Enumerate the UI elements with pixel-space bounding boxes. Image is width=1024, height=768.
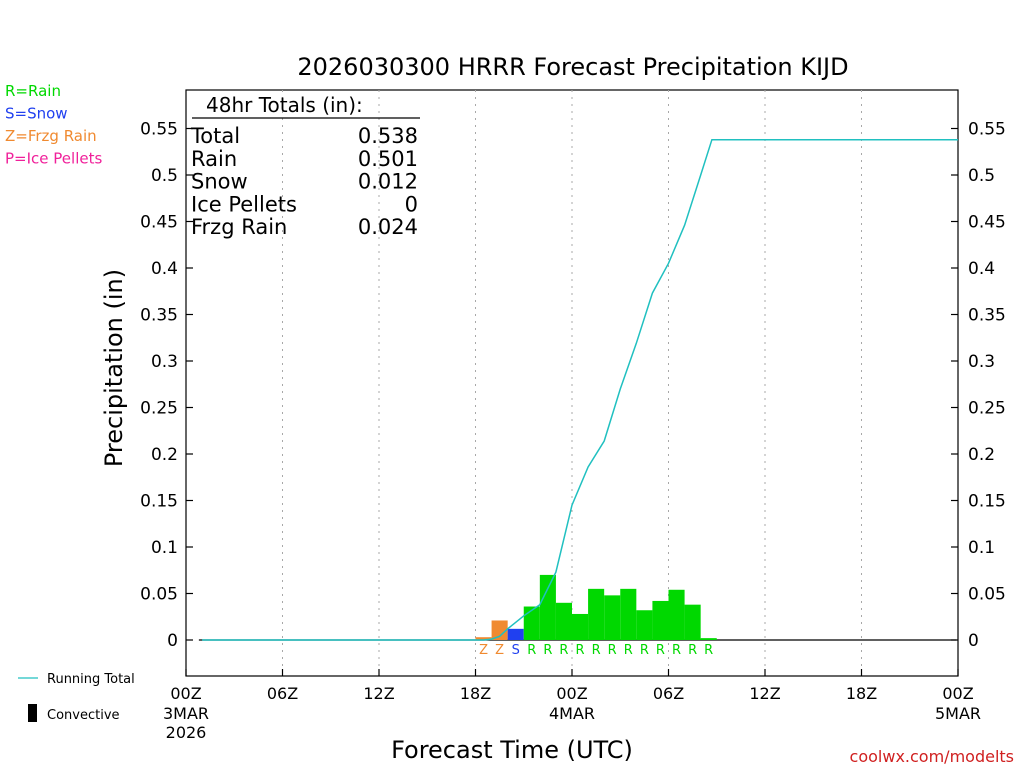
- precip-bar: [475, 637, 492, 640]
- running-total-legend-label: Running Total: [47, 672, 135, 687]
- totals-row-label: Rain: [191, 147, 237, 171]
- y-tick-label-right: 0.5: [968, 166, 995, 186]
- y-tick-label-left: 0.5: [151, 166, 178, 186]
- precip-type-letter: R: [704, 643, 713, 658]
- x-tick-label: 12Z: [363, 684, 394, 703]
- y-axis-right: 0 0.05 0.1 0.15 0.2 0.25 0.3 0.35 0.4 0.45 0.5 0.55: [951, 120, 1006, 651]
- y-tick-label-left: 0.35: [140, 306, 178, 326]
- precip-bar: [652, 600, 669, 640]
- y-tick-label-right: 0.55: [968, 120, 1006, 140]
- y-tick-label-right: 0.25: [968, 399, 1006, 419]
- x-tick-label: 00Z: [942, 684, 973, 703]
- y-tick-label-left: 0.45: [140, 213, 178, 233]
- y-tick-label-left: 0.15: [140, 492, 178, 512]
- running-total-line: [202, 138, 958, 641]
- precip-bar: [620, 588, 637, 640]
- type-legend-entry: Z=Frzg Rain: [5, 127, 97, 145]
- totals-row-label: Snow: [191, 170, 248, 194]
- precip-type-letter: R: [624, 643, 633, 658]
- y-tick-label-left: 0.2: [151, 445, 178, 465]
- totals-row-label: Ice Pellets: [191, 192, 297, 216]
- precip-bar: [636, 610, 653, 640]
- precip-bar: [555, 602, 572, 640]
- y-tick-label-left: 0.55: [140, 120, 178, 140]
- x-tick-label: 00Z: [556, 684, 587, 703]
- precip-type-letter: R: [527, 643, 536, 658]
- y-tick-label-right: 0.35: [968, 306, 1006, 326]
- precip-type-letter: Z: [495, 643, 504, 658]
- totals-row-value: 0.538: [358, 124, 418, 148]
- y-tick-label-left: 0.3: [151, 352, 178, 372]
- totals-row-label: Total: [190, 124, 240, 148]
- totals-row-label: Frzg Rain: [191, 215, 287, 239]
- y-tick-label-left: 0: [167, 631, 178, 651]
- totals-row-value: 0.501: [358, 147, 418, 171]
- chart-title: 2026030300 HRRR Forecast Precipitation K…: [297, 53, 848, 81]
- precip-type-letter: R: [608, 643, 617, 658]
- x-tick-label: 06Z: [653, 684, 684, 703]
- credit-text: coolwx.com/modelts: [850, 747, 1014, 766]
- precip-type-letter: R: [592, 643, 601, 658]
- y-tick-label-right: 0.45: [968, 213, 1006, 233]
- precip-type-letter: S: [512, 643, 520, 658]
- precip-bar: [668, 589, 685, 640]
- precip-type-legend: R=Rain S=Snow Z=Frzg Rain P=Ice Pellets: [5, 82, 102, 168]
- x-tick-label: 00Z: [170, 684, 201, 703]
- x-tick-label: 18Z: [460, 684, 491, 703]
- precip-type-letter: Z: [479, 643, 488, 658]
- x-axis-label: Forecast Time (UTC): [391, 736, 633, 764]
- y-tick-label-right: 0.4: [968, 259, 995, 279]
- totals-row-value: 0: [405, 192, 418, 216]
- y-tick-label-right: 0.15: [968, 492, 1006, 512]
- y-tick-label-right: 0: [968, 631, 979, 651]
- totals-box: 48hr Totals (in): Total 0.538 Rain 0.501 Sno…: [190, 93, 420, 239]
- x-tick-label: 06Z: [267, 684, 298, 703]
- precip-bar: [539, 574, 556, 640]
- type-legend-entry: P=Ice Pellets: [5, 150, 102, 168]
- y-axis-label: Precipitation (in): [100, 269, 128, 467]
- totals-row-value: 0.024: [358, 215, 418, 239]
- precip-bar: [684, 604, 701, 640]
- y-tick-label-right: 0.05: [968, 585, 1006, 605]
- precip-bar: [507, 628, 524, 640]
- totals-header: 48hr Totals (in):: [206, 93, 363, 117]
- x-tick-year: 2026: [166, 723, 207, 742]
- precip-type-letter: R: [688, 643, 697, 658]
- y-axis-left: 0 0.05 0.1 0.15 0.2 0.25 0.3 0.35 0.4 0.45 0.5 0.55: [140, 120, 193, 651]
- running-total-series: [202, 138, 958, 641]
- y-tick-label-left: 0.25: [140, 399, 178, 419]
- precip-bar: [491, 620, 508, 640]
- y-tick-label-left: 0.05: [140, 585, 178, 605]
- x-tick-date: 5MAR: [935, 704, 981, 723]
- totals-row-value: 0.012: [358, 170, 418, 194]
- precip-type-letter: R: [576, 643, 585, 658]
- x-tick-date: 3MAR: [163, 704, 209, 723]
- precip-type-letter: R: [640, 643, 649, 658]
- y-tick-label-right: 0.3: [968, 352, 995, 372]
- type-legend-entry: R=Rain: [5, 82, 61, 100]
- type-legend-entry: S=Snow: [5, 105, 68, 123]
- precip-type-letter: R: [672, 643, 681, 658]
- precip-bar: [572, 613, 589, 640]
- x-tick-date: 4MAR: [549, 704, 595, 723]
- precip-type-letter: R: [559, 643, 568, 658]
- precip-bar: [523, 606, 540, 640]
- y-tick-label-right: 0.2: [968, 445, 995, 465]
- precip-bar: [604, 595, 621, 640]
- precip-type-letter: R: [543, 643, 552, 658]
- y-tick-label-right: 0.1: [968, 538, 995, 558]
- precip-type-letter: R: [656, 643, 665, 658]
- convective-legend-label: Convective: [47, 708, 120, 723]
- precip-bar: [588, 588, 605, 640]
- x-tick-label: 18Z: [846, 684, 877, 703]
- y-tick-label-left: 0.4: [151, 259, 178, 279]
- precip-bar: [700, 638, 717, 640]
- y-tick-label-left: 0.1: [151, 538, 178, 558]
- hourly-bars: [475, 574, 717, 640]
- convective-legend-swatch: [28, 704, 37, 722]
- x-tick-label: 12Z: [749, 684, 780, 703]
